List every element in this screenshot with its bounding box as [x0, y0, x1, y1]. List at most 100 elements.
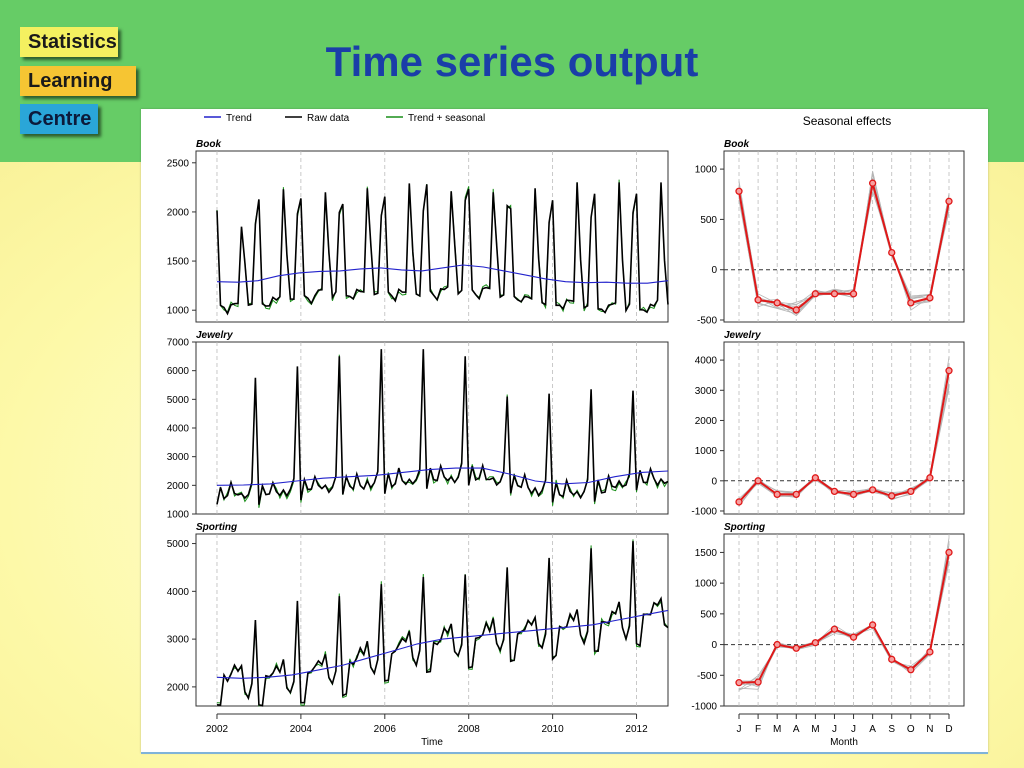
month-tick-label: F [755, 724, 761, 735]
yearly-trace [738, 544, 950, 690]
yearly-trace [738, 180, 950, 306]
y-tick-label: 3000 [167, 452, 190, 463]
yearly-trace [738, 563, 950, 691]
month-tick-label: J [737, 724, 742, 735]
y-tick-label: 2000 [167, 207, 190, 218]
seasonal-effect-point [888, 248, 896, 257]
y-tick-label: -1000 [691, 506, 717, 517]
trend-line [216, 609, 669, 679]
y-tick-label: 1000 [167, 510, 190, 521]
yearly-trace [738, 180, 950, 308]
seasonal-effect-line [738, 370, 950, 503]
x-tick-label: 2002 [206, 724, 229, 735]
y-tick-label: -500 [697, 315, 717, 326]
y-tick-label: 4000 [167, 424, 190, 435]
x-tick-label: 2012 [625, 724, 648, 735]
y-tick-label: 2000 [167, 481, 190, 492]
seasonal-title: Seasonal effects [803, 114, 892, 128]
y-tick-label: 1500 [695, 548, 718, 559]
y-tick-label: 5000 [167, 395, 190, 406]
seasonal-effect-point [811, 639, 820, 647]
trend-seasonal-line [216, 539, 669, 707]
month-tick-label: A [869, 724, 876, 735]
seasonal-effect-point [754, 678, 762, 686]
seasonal-effect-point [792, 490, 800, 499]
x-tick-label: 2008 [458, 724, 481, 735]
seasonal-panel-jewelry: Jewelry -1000 0 1000 2000 3000 4000 [691, 330, 965, 517]
seasonal-effect-point [792, 644, 800, 652]
plot-frame [723, 533, 965, 707]
seasonal-effect-point [811, 290, 820, 298]
seasonal-effect-point [868, 179, 877, 187]
yearly-trace [738, 537, 950, 691]
panel-label: Sporting [196, 522, 237, 533]
series-panel-sporting: Sporting 2000 3000 4000 5000 2002 2004 2006 2008… [167, 522, 669, 748]
yearly-trace [738, 385, 950, 502]
seasonal-effect-point [888, 655, 896, 663]
month-tick-label: M [773, 724, 781, 735]
seasonal-effect-point [926, 294, 934, 302]
month-tick-label: M [811, 724, 819, 735]
yearly-trace [738, 172, 950, 309]
y-tick-label: 0 [711, 476, 717, 487]
seasonal-effect-point [773, 299, 781, 307]
y-tick-label: 1000 [695, 165, 718, 176]
panel-label: Book [724, 139, 749, 150]
seasonal-effect-point [907, 666, 915, 674]
y-tick-label: 500 [700, 609, 717, 620]
plot-frame [723, 341, 965, 515]
month-tick-label: N [926, 724, 933, 735]
plot-frame [195, 533, 669, 707]
series-panel-book: Book 1000 1500 2000 2500 [167, 139, 669, 323]
panel-label: Jewelry [196, 330, 233, 341]
legend-label-0: Trend [226, 113, 252, 124]
y-tick-label: 5000 [167, 539, 190, 550]
y-tick-label: -1000 [691, 702, 717, 713]
panel-label: Jewelry [724, 330, 761, 341]
y-tick-label: 3000 [167, 635, 190, 646]
seasonal-effect-point [792, 306, 800, 314]
panel-bottom-rule [141, 752, 988, 754]
seasonal-effect-point [754, 296, 762, 304]
panel-label: Book [196, 139, 221, 150]
trend-line [216, 467, 669, 486]
logo-centre: Centre [20, 104, 98, 134]
seasonal-effect-point [849, 490, 858, 499]
seasonal-effect-point [888, 492, 896, 500]
yearly-trace [738, 388, 950, 499]
logo-statistics: Statistics [20, 27, 118, 57]
x-tick-label: 2004 [290, 724, 313, 735]
y-tick-label: 500 [700, 215, 717, 226]
seasonal-effect-point [945, 367, 953, 375]
seasonal-effect-point [849, 633, 858, 641]
y-tick-label: 1000 [167, 306, 190, 317]
legend-label-2: Trend + seasonal [408, 113, 485, 124]
yearly-trace [738, 370, 950, 504]
seasonal-panel-book: Book -500 0 500 1000 [695, 139, 965, 326]
trend-seasonal-line [216, 349, 669, 508]
seasonal-effect-point [926, 648, 934, 656]
seasonal-effect-point [926, 474, 934, 482]
y-tick-label: 2000 [695, 416, 718, 427]
y-tick-label: 4000 [167, 587, 190, 598]
x-axis-title: Time [421, 737, 443, 748]
y-tick-label: 2000 [167, 682, 190, 693]
seasonal-effect-point [754, 477, 762, 485]
x-tick-label: 2006 [374, 724, 397, 735]
logo-learning: Learning [20, 66, 136, 96]
yearly-trace [738, 561, 950, 688]
seasonal-effect-point [868, 621, 877, 629]
y-tick-label: 0 [711, 265, 717, 276]
seasonal-effect-point [907, 299, 915, 307]
y-tick-label: 1500 [167, 257, 190, 268]
seasonal-effect-point [735, 498, 743, 506]
slide-title: Time series output [325, 38, 699, 85]
chart-panel: Trend Raw data Trend + seasonal Book 1000 150… [141, 109, 988, 753]
x-axis-title: Month [830, 737, 858, 748]
raw-data-line [216, 349, 669, 505]
seasonal-effect-line [738, 552, 950, 684]
raw-data-line [216, 541, 669, 707]
seasonal-effect-point [945, 548, 953, 557]
month-tick-label: D [945, 724, 952, 735]
